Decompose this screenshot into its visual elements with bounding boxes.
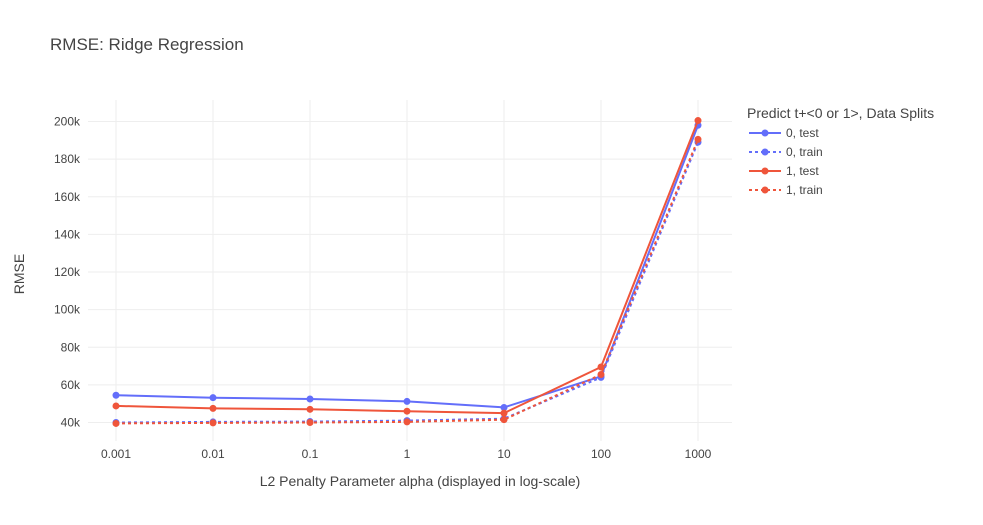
series-1-train [112, 135, 702, 427]
legend-swatch-marker [761, 148, 769, 156]
series-layer [112, 117, 702, 427]
legend-title: Predict t+<0 or 1>, Data Splits [747, 105, 934, 121]
data-point[interactable] [500, 409, 508, 417]
data-point[interactable] [694, 135, 702, 143]
data-point[interactable] [597, 371, 605, 379]
data-point[interactable] [306, 395, 314, 403]
y-tick-label: 160k [54, 190, 81, 204]
legend-label: 1, train [786, 183, 823, 197]
data-point[interactable] [209, 394, 217, 402]
tick-labels: 0.001 0.01 0.1 1 10 100 1000 40k 60k 80k 100k 120k 1… [54, 115, 712, 462]
legend-swatch-marker [761, 167, 769, 175]
legend-item[interactable]: 0, train [749, 145, 823, 159]
data-point[interactable] [403, 407, 411, 415]
data-point[interactable] [500, 416, 508, 424]
data-point[interactable] [306, 405, 314, 413]
y-tick-label: 120k [54, 265, 81, 279]
data-point[interactable] [209, 404, 217, 412]
y-tick-label: 40k [61, 416, 81, 430]
y-tick-label: 140k [54, 227, 81, 241]
y-tick-label: 60k [61, 378, 81, 392]
legend-swatch-marker [761, 129, 769, 137]
y-tick-label: 200k [54, 115, 81, 129]
legend-item[interactable]: 1, train [749, 183, 823, 197]
data-point[interactable] [112, 419, 120, 427]
data-point[interactable] [306, 419, 314, 426]
legend-label: 0, train [786, 145, 823, 159]
data-point[interactable] [694, 117, 702, 125]
x-tick-label: 0.001 [101, 447, 131, 461]
y-tick-label: 80k [61, 340, 81, 354]
data-point[interactable] [112, 402, 120, 410]
data-point[interactable] [209, 419, 217, 427]
data-point[interactable] [597, 363, 605, 371]
x-tick-label: 0.01 [201, 447, 225, 461]
legend-item[interactable]: 1, test [749, 164, 819, 178]
y-tick-label: 100k [54, 303, 81, 317]
x-tick-label: 0.1 [302, 447, 319, 461]
y-axis-title: RMSE [11, 254, 27, 294]
series-1-test [112, 117, 702, 417]
x-tick-label: 1000 [685, 447, 712, 461]
legend-label: 0, test [786, 126, 819, 140]
legend-swatch-marker [761, 186, 769, 194]
chart-title: RMSE: Ridge Regression [50, 35, 244, 54]
legend[interactable]: Predict t+<0 or 1>, Data Splits 0, test 0… [747, 105, 934, 197]
data-point[interactable] [500, 403, 508, 411]
x-tick-label: 1 [404, 447, 411, 461]
x-tick-label: 100 [591, 447, 611, 461]
gridlines [88, 100, 732, 441]
x-tick-label: 10 [497, 447, 511, 461]
legend-label: 1, test [786, 164, 819, 178]
data-point[interactable] [112, 391, 120, 399]
data-point[interactable] [403, 418, 411, 426]
legend-item[interactable]: 0, test [749, 126, 819, 140]
x-axis-title: L2 Penalty Parameter alpha (displayed in… [260, 473, 581, 489]
y-tick-label: 180k [54, 152, 81, 166]
data-point[interactable] [403, 397, 411, 405]
